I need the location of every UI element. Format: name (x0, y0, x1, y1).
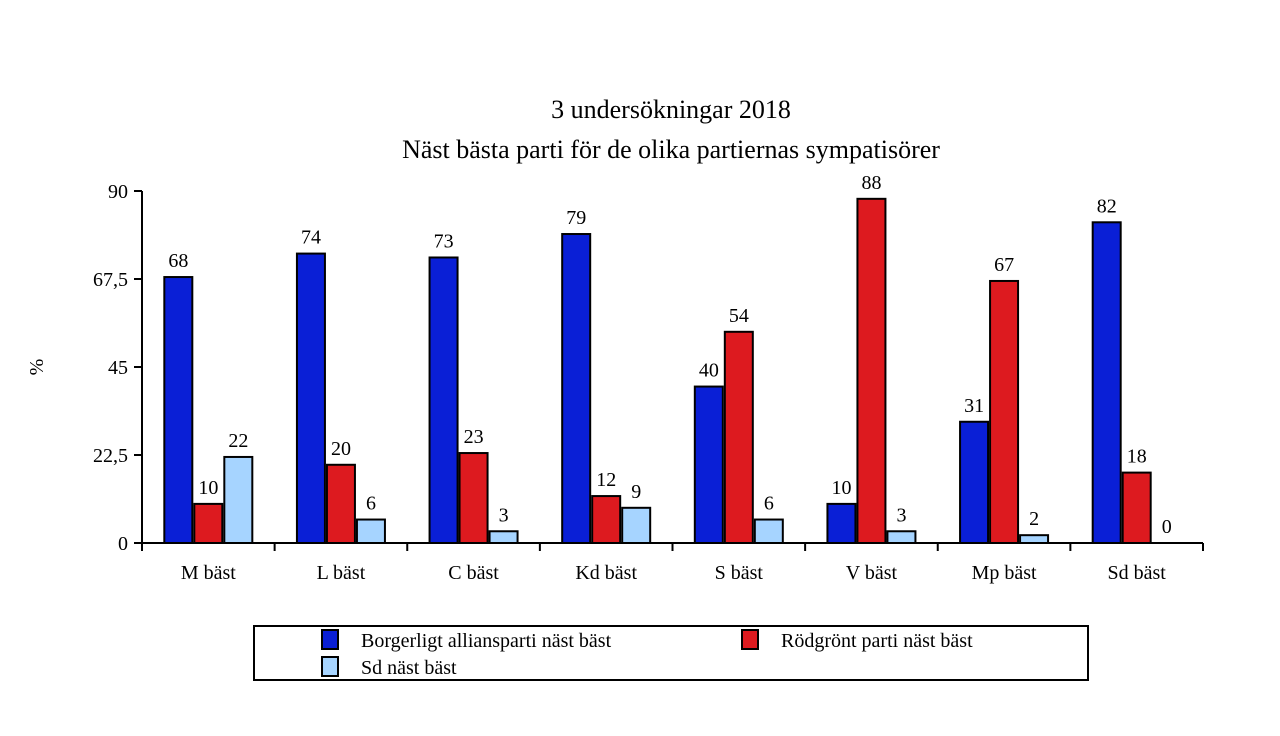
data-label: 74 (301, 227, 321, 249)
chart-title: 3 undersökningar 2018 (551, 95, 791, 124)
chart-subtitle: Näst bästa parti för de olika partiernas… (402, 135, 940, 164)
bar (223, 455, 254, 545)
x-tick-label: Sd bäst (1108, 562, 1167, 584)
y-axis-label: % (26, 359, 48, 376)
data-label: 23 (464, 426, 484, 448)
data-label: 22 (228, 430, 248, 452)
x-tick-label: Mp bäst (972, 562, 1037, 584)
data-label: 0 (1162, 516, 1172, 538)
data-label: 9 (631, 481, 641, 503)
bar (591, 495, 622, 545)
data-label: 31 (964, 395, 984, 417)
bar (989, 279, 1020, 544)
data-label: 79 (566, 207, 586, 229)
data-label: 12 (596, 469, 616, 491)
bar (886, 530, 917, 544)
bar (856, 197, 887, 544)
data-label: 54 (729, 305, 749, 327)
legend-swatch (321, 629, 339, 650)
legend-label: Rödgrönt parti näst bäst (781, 630, 973, 652)
data-label: 6 (366, 493, 376, 515)
data-label: 6 (764, 493, 774, 515)
data-label: 82 (1097, 195, 1117, 217)
x-tick-label: Kd bäst (575, 562, 637, 584)
bar (561, 233, 592, 544)
y-tick-label: 67,5 (93, 269, 128, 291)
bar (295, 252, 326, 544)
bar (355, 518, 386, 544)
bar (325, 463, 356, 544)
legend-frame (253, 625, 1089, 681)
legend-label: Borgerligt alliansparti näst bäst (361, 630, 612, 652)
x-tick-label: M bäst (181, 562, 236, 584)
bar (193, 502, 224, 544)
data-label: 68 (168, 250, 188, 272)
y-tick-label: 45 (108, 357, 128, 379)
bar (693, 385, 724, 544)
data-label: 10 (198, 477, 218, 499)
y-tick-label: 0 (118, 533, 128, 555)
legend-swatch (321, 656, 339, 677)
bar (826, 502, 857, 544)
bar (723, 330, 754, 544)
data-label: 3 (896, 504, 906, 526)
data-label: 67 (994, 254, 1014, 276)
bar (753, 518, 784, 544)
bar (428, 256, 459, 544)
data-label: 20 (331, 438, 351, 460)
data-label: 18 (1127, 446, 1147, 468)
y-tick-label: 90 (108, 181, 128, 203)
data-label: 88 (861, 172, 881, 194)
data-label: 40 (699, 360, 719, 382)
data-label: 73 (434, 230, 454, 252)
bar (488, 530, 519, 544)
bar (1019, 534, 1050, 545)
x-tick-label: S bäst (715, 562, 764, 584)
y-tick-label: 22,5 (93, 445, 128, 467)
bar (458, 452, 489, 544)
x-tick-label: L bäst (317, 562, 366, 584)
bar (1121, 471, 1152, 545)
data-label: 3 (499, 504, 509, 526)
legend-label: Sd näst bäst (361, 657, 457, 679)
legend: Borgerligt alliansparti näst bäst Rödgrön… (253, 625, 1089, 681)
bar (163, 276, 194, 544)
bar (621, 506, 652, 544)
data-label: 2 (1029, 508, 1039, 530)
bar (1091, 221, 1122, 545)
bar (959, 420, 990, 544)
x-tick-label: V bäst (846, 562, 898, 584)
legend-swatch (741, 629, 759, 650)
x-tick-label: C bäst (448, 562, 499, 584)
data-label: 10 (831, 477, 851, 499)
